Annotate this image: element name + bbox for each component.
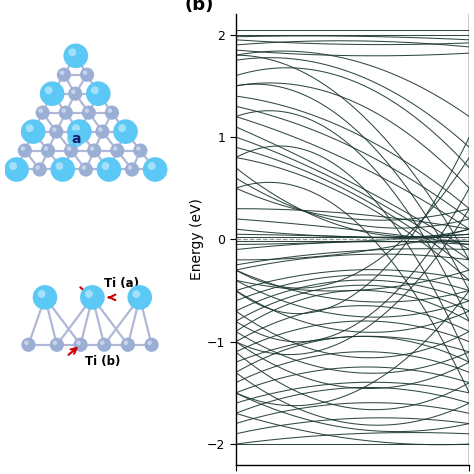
Circle shape [67,119,91,144]
Circle shape [37,290,46,298]
Circle shape [95,125,109,139]
Circle shape [87,144,101,158]
Circle shape [38,109,43,113]
Circle shape [124,340,128,345]
Circle shape [97,337,111,352]
Circle shape [62,109,66,113]
Circle shape [24,340,29,345]
Circle shape [44,146,48,151]
Circle shape [57,68,71,82]
Circle shape [60,71,64,75]
Circle shape [79,163,93,177]
Circle shape [125,163,139,177]
Circle shape [113,119,138,144]
Circle shape [21,119,46,144]
Circle shape [83,71,87,75]
Circle shape [67,146,72,151]
Circle shape [80,285,105,310]
Circle shape [84,109,89,113]
Circle shape [90,146,94,151]
Circle shape [128,165,132,170]
Circle shape [76,340,81,345]
Circle shape [136,146,141,151]
Circle shape [68,48,76,56]
Circle shape [105,106,119,120]
Circle shape [145,337,159,352]
Circle shape [97,157,121,182]
Circle shape [41,144,55,158]
Circle shape [64,144,78,158]
Circle shape [45,86,53,94]
Circle shape [132,290,140,298]
Circle shape [4,157,29,182]
Circle shape [55,162,63,170]
Circle shape [18,144,32,158]
Text: (b): (b) [184,0,214,14]
Circle shape [110,144,124,158]
Circle shape [82,165,86,170]
Circle shape [133,144,147,158]
Circle shape [143,157,167,182]
Circle shape [80,68,94,82]
Circle shape [101,162,109,170]
Circle shape [36,165,40,170]
Circle shape [85,290,93,298]
Circle shape [26,124,34,132]
Circle shape [64,44,88,68]
Circle shape [52,128,56,132]
Circle shape [49,125,64,139]
Circle shape [50,337,64,352]
Circle shape [118,124,126,132]
Circle shape [20,146,25,151]
Text: a: a [71,132,81,146]
Y-axis label: Energy (eV): Energy (eV) [190,199,204,280]
Text: Ti (b): Ti (b) [85,355,121,368]
Circle shape [50,157,75,182]
Circle shape [73,337,88,352]
Circle shape [71,90,75,94]
Circle shape [113,146,118,151]
Circle shape [128,285,152,310]
Circle shape [82,106,96,120]
Circle shape [33,285,57,310]
Circle shape [98,128,103,132]
Circle shape [59,106,73,120]
Circle shape [9,162,17,170]
Circle shape [91,86,99,94]
Circle shape [36,106,50,120]
Circle shape [121,337,135,352]
Circle shape [21,337,36,352]
Circle shape [147,340,152,345]
Circle shape [33,163,47,177]
Circle shape [68,87,82,101]
Circle shape [40,82,64,106]
Circle shape [108,109,112,113]
Text: Ti (a): Ti (a) [104,277,139,290]
Circle shape [148,162,155,170]
Circle shape [53,340,57,345]
Circle shape [72,124,80,132]
Circle shape [100,340,104,345]
Circle shape [86,82,110,106]
